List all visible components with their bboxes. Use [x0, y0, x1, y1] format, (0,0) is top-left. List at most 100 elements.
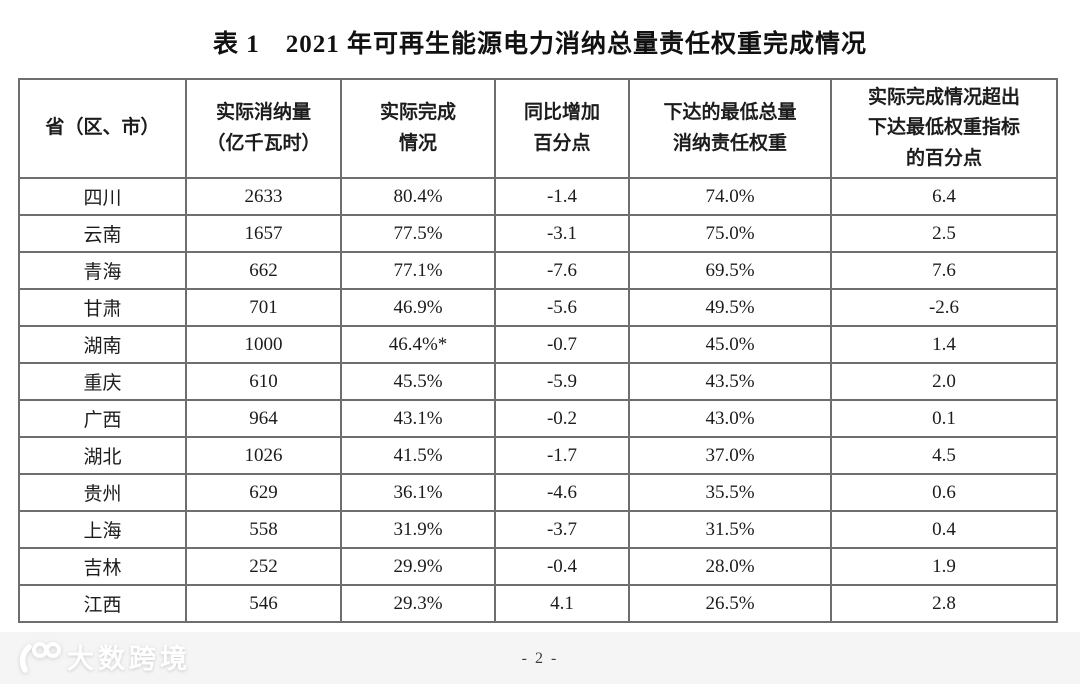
table-cell: 43.1%: [340, 399, 496, 438]
table-cell: 662: [185, 251, 342, 290]
column-header: 实际消纳量 （亿千瓦时）: [185, 78, 342, 179]
table-cell: -0.2: [494, 399, 630, 438]
table-body: 四川 2633 80.4% -1.4 74.0% 6.4 云南 1657 77.5% -3.1 75…: [18, 177, 1058, 623]
table-cell: -3.1: [494, 214, 630, 253]
table-cell: 1.4: [830, 325, 1058, 364]
table-cell: 4.1: [494, 584, 630, 623]
table-cell: 29.3%: [340, 584, 496, 623]
table-row: 重庆 610 45.5% -5.9 43.5% 2.0: [18, 362, 1058, 401]
table-cell: 46.4%*: [340, 325, 496, 364]
table-cell: 湖南: [18, 325, 187, 364]
table-cell: 45.5%: [340, 362, 496, 401]
table-cell: 1000: [185, 325, 342, 364]
table-row: 甘肃 701 46.9% -5.6 49.5% -2.6: [18, 288, 1058, 327]
header-row: 省（区、市） 实际消纳量 （亿千瓦时） 实际完成 情况 同比增加 百分点 下达的最低总量…: [18, 78, 1058, 179]
column-header: 实际完成 情况: [340, 78, 496, 179]
table-row: 云南 1657 77.5% -3.1 75.0% 2.5: [18, 214, 1058, 253]
table-cell: -5.6: [494, 288, 630, 327]
table-cell: -5.9: [494, 362, 630, 401]
table-cell: 2633: [185, 177, 342, 216]
table-cell: 31.5%: [628, 510, 832, 549]
watermark-text: 大数跨境: [67, 644, 191, 674]
table-row: 四川 2633 80.4% -1.4 74.0% 6.4: [18, 177, 1058, 216]
table-cell: 上海: [18, 510, 187, 549]
column-header: 实际完成情况超出 下达最低权重指标 的百分点: [830, 78, 1058, 179]
table-cell: 701: [185, 288, 342, 327]
table-cell: 546: [185, 584, 342, 623]
table-cell: 43.5%: [628, 362, 832, 401]
page-number: - 2 -: [521, 650, 559, 667]
table-cell: -3.7: [494, 510, 630, 549]
table-cell: 29.9%: [340, 547, 496, 586]
footer-strip: 大数跨境 - 2 -: [0, 632, 1080, 684]
table-cell: 49.5%: [628, 288, 832, 327]
table-cell: -7.6: [494, 251, 630, 290]
table-row: 青海 662 77.1% -7.6 69.5% 7.6: [18, 251, 1058, 290]
column-header: 下达的最低总量 消纳责任权重: [628, 78, 832, 179]
table-cell: 青海: [18, 251, 187, 290]
table-cell: 28.0%: [628, 547, 832, 586]
table-cell: 964: [185, 399, 342, 438]
table-cell: -1.7: [494, 436, 630, 475]
table-cell: 77.5%: [340, 214, 496, 253]
table-cell: 41.5%: [340, 436, 496, 475]
table-cell: -1.4: [494, 177, 630, 216]
table-row: 吉林 252 29.9% -0.4 28.0% 1.9: [18, 547, 1058, 586]
table-cell: 75.0%: [628, 214, 832, 253]
table-cell: 甘肃: [18, 288, 187, 327]
table-row: 广西 964 43.1% -0.2 43.0% 0.1: [18, 399, 1058, 438]
table-cell: 4.5: [830, 436, 1058, 475]
table-cell: 77.1%: [340, 251, 496, 290]
table-row: 湖南 1000 46.4%* -0.7 45.0% 1.4: [18, 325, 1058, 364]
column-header: 省（区、市）: [18, 78, 187, 179]
table-cell: 江西: [18, 584, 187, 623]
table-cell: -4.6: [494, 473, 630, 512]
table-cell: 0.4: [830, 510, 1058, 549]
table-cell: 252: [185, 547, 342, 586]
table-cell: 74.0%: [628, 177, 832, 216]
table-cell: 45.0%: [628, 325, 832, 364]
table-cell: 1026: [185, 436, 342, 475]
table-head: 省（区、市） 实际消纳量 （亿千瓦时） 实际完成 情况 同比增加 百分点 下达的最低总量…: [18, 78, 1058, 179]
table-cell: 46.9%: [340, 288, 496, 327]
column-header: 同比增加 百分点: [494, 78, 630, 179]
table-cell: 0.1: [830, 399, 1058, 438]
table-cell: -0.7: [494, 325, 630, 364]
table-cell: 2.8: [830, 584, 1058, 623]
table-cell: 80.4%: [340, 177, 496, 216]
table-cell: 湖北: [18, 436, 187, 475]
table-cell: 43.0%: [628, 399, 832, 438]
table-cell: 558: [185, 510, 342, 549]
table-cell: 629: [185, 473, 342, 512]
table-row: 上海 558 31.9% -3.7 31.5% 0.4: [18, 510, 1058, 549]
watermark-100-logo-icon: [19, 641, 61, 673]
table-cell: 69.5%: [628, 251, 832, 290]
table-cell: 35.5%: [628, 473, 832, 512]
table-cell: 吉林: [18, 547, 187, 586]
table-cell: 1.9: [830, 547, 1058, 586]
table-row: 贵州 629 36.1% -4.6 35.5% 0.6: [18, 473, 1058, 512]
table-cell: 7.6: [830, 251, 1058, 290]
table-cell: 31.9%: [340, 510, 496, 549]
table-cell: 36.1%: [340, 473, 496, 512]
table-cell: -2.6: [830, 288, 1058, 327]
table-title: 表 1 2021 年可再生能源电力消纳总量责任权重完成情况: [212, 31, 867, 58]
table-cell: 广西: [18, 399, 187, 438]
table-row: 湖北 1026 41.5% -1.7 37.0% 4.5: [18, 436, 1058, 475]
table-cell: 重庆: [18, 362, 187, 401]
data-table: 省（区、市） 实际消纳量 （亿千瓦时） 实际完成 情况 同比增加 百分点 下达的最低总量…: [18, 78, 1058, 623]
table-cell: 云南: [18, 214, 187, 253]
table-cell: -0.4: [494, 547, 630, 586]
table-row: 江西 546 29.3% 4.1 26.5% 2.8: [18, 584, 1058, 623]
table-cell: 贵州: [18, 473, 187, 512]
table-cell: 2.5: [830, 214, 1058, 253]
table-cell: 1657: [185, 214, 342, 253]
table-cell: 6.4: [830, 177, 1058, 216]
table-cell: 26.5%: [628, 584, 832, 623]
table-cell: 四川: [18, 177, 187, 216]
watermark: 大数跨境: [16, 637, 191, 676]
table-cell: 610: [185, 362, 342, 401]
table-cell: 37.0%: [628, 436, 832, 475]
table-cell: 0.6: [830, 473, 1058, 512]
